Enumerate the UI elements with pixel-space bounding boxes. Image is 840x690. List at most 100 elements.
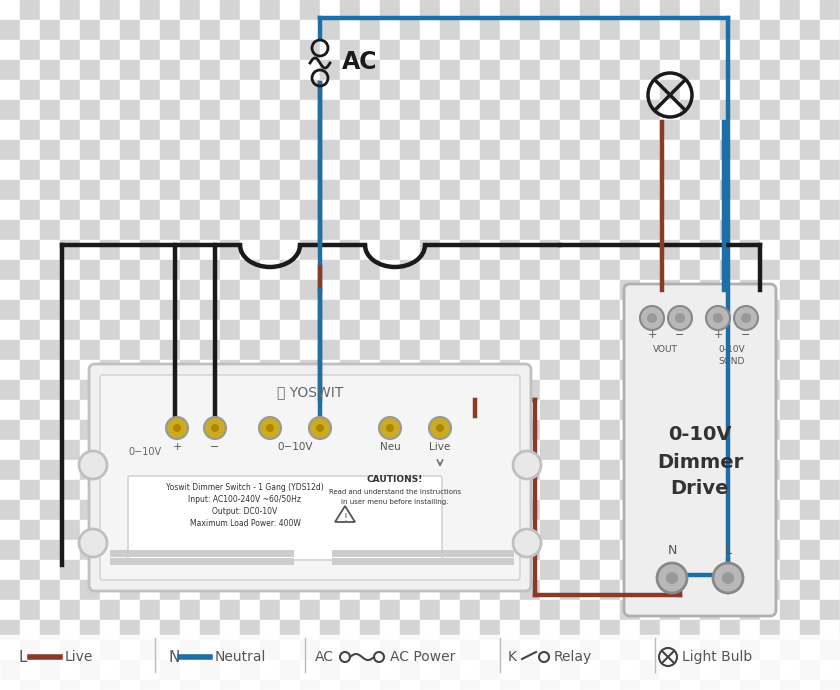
- Bar: [660, 240, 680, 260]
- Bar: [360, 140, 380, 160]
- Bar: [280, 620, 300, 640]
- Bar: [760, 20, 780, 40]
- Bar: [740, 160, 760, 180]
- Bar: [320, 340, 340, 360]
- Bar: [340, 580, 360, 600]
- Bar: [200, 480, 220, 500]
- Text: K: K: [508, 650, 517, 664]
- Bar: [40, 120, 60, 140]
- Bar: [80, 140, 100, 160]
- Bar: [660, 40, 680, 60]
- Bar: [180, 0, 200, 20]
- Bar: [20, 620, 40, 640]
- Bar: [340, 60, 360, 80]
- Bar: [720, 440, 740, 460]
- Bar: [520, 500, 540, 520]
- Bar: [380, 320, 400, 340]
- Bar: [200, 660, 220, 680]
- Bar: [700, 500, 720, 520]
- Bar: [600, 80, 620, 100]
- Bar: [620, 60, 640, 80]
- Bar: [540, 580, 560, 600]
- Bar: [740, 120, 760, 140]
- Bar: [280, 300, 300, 320]
- Bar: [600, 240, 620, 260]
- Bar: [80, 400, 100, 420]
- Bar: [460, 180, 480, 200]
- Bar: [480, 400, 500, 420]
- Bar: [120, 580, 140, 600]
- Bar: [640, 80, 660, 100]
- Bar: [320, 680, 340, 690]
- Text: −: −: [210, 442, 220, 452]
- Bar: [20, 380, 40, 400]
- Bar: [360, 60, 380, 80]
- Bar: [740, 360, 760, 380]
- Bar: [420, 140, 440, 160]
- Bar: [700, 240, 720, 260]
- Bar: [640, 340, 660, 360]
- Bar: [220, 480, 240, 500]
- Bar: [660, 440, 680, 460]
- Bar: [780, 620, 800, 640]
- Bar: [680, 580, 700, 600]
- Bar: [340, 240, 360, 260]
- Bar: [680, 560, 700, 580]
- Bar: [340, 600, 360, 620]
- Bar: [60, 520, 80, 540]
- Bar: [740, 40, 760, 60]
- Bar: [680, 0, 700, 20]
- Bar: [120, 80, 140, 100]
- Bar: [560, 160, 580, 180]
- Bar: [500, 20, 520, 40]
- Bar: [780, 640, 800, 660]
- Bar: [580, 580, 600, 600]
- Bar: [40, 460, 60, 480]
- Bar: [180, 440, 200, 460]
- Bar: [460, 20, 480, 40]
- Bar: [120, 500, 140, 520]
- Bar: [360, 440, 380, 460]
- Bar: [240, 620, 260, 640]
- Bar: [560, 260, 580, 280]
- Bar: [0, 160, 20, 180]
- Bar: [240, 200, 260, 220]
- Bar: [580, 200, 600, 220]
- Bar: [640, 660, 660, 680]
- Bar: [120, 380, 140, 400]
- Bar: [300, 120, 320, 140]
- Bar: [660, 340, 680, 360]
- Bar: [580, 0, 600, 20]
- Bar: [820, 440, 840, 460]
- Bar: [0, 180, 20, 200]
- Bar: [760, 600, 780, 620]
- Bar: [660, 660, 680, 680]
- Bar: [580, 280, 600, 300]
- Bar: [760, 140, 780, 160]
- Bar: [460, 260, 480, 280]
- Bar: [420, 540, 440, 560]
- Bar: [300, 260, 320, 280]
- Bar: [100, 540, 120, 560]
- Bar: [700, 300, 720, 320]
- Bar: [560, 120, 580, 140]
- Bar: [140, 360, 160, 380]
- Bar: [620, 600, 640, 620]
- Bar: [40, 360, 60, 380]
- Bar: [480, 0, 500, 20]
- Bar: [520, 340, 540, 360]
- Bar: [80, 60, 100, 80]
- Bar: [740, 100, 760, 120]
- Bar: [800, 100, 820, 120]
- Bar: [440, 200, 460, 220]
- Bar: [320, 140, 340, 160]
- Bar: [720, 360, 740, 380]
- Bar: [540, 360, 560, 380]
- Bar: [580, 80, 600, 100]
- Bar: [580, 560, 600, 580]
- Bar: [60, 560, 80, 580]
- Bar: [340, 660, 360, 680]
- Bar: [520, 560, 540, 580]
- Text: 0−10V: 0−10V: [129, 447, 161, 457]
- Bar: [760, 60, 780, 80]
